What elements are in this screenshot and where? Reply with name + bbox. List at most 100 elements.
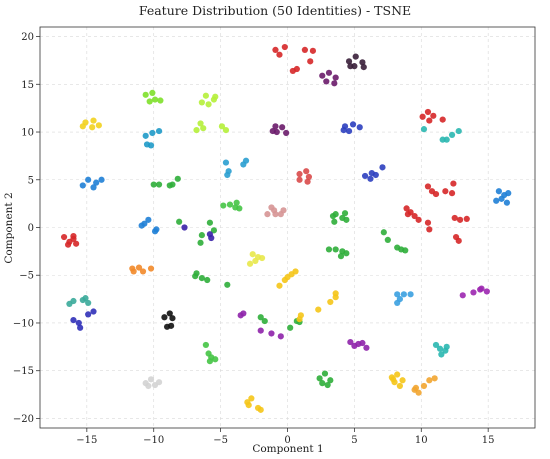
identity-cluster (325, 246, 350, 260)
scatter-point (73, 240, 80, 247)
scatter-point (359, 59, 366, 66)
point-layer (60, 43, 512, 413)
identity-cluster (380, 229, 409, 254)
y-tick-label: −5 (19, 271, 34, 282)
identity-cluster (361, 164, 386, 182)
scatter-point (372, 171, 379, 179)
scatter-point (198, 275, 205, 282)
scatter-point (483, 288, 490, 295)
scatter-point (257, 327, 264, 334)
scatter-point (224, 171, 231, 179)
scatter-point (258, 254, 266, 262)
scatter-point (240, 161, 247, 168)
scatter-point (303, 168, 310, 175)
scatter-point (82, 295, 89, 302)
scatter-point (415, 389, 422, 396)
scatter-point (412, 384, 420, 391)
scatter-point (394, 371, 401, 378)
identity-cluster (79, 117, 102, 131)
scatter-point (503, 199, 511, 206)
identity-cluster (347, 338, 370, 351)
scatter-point (390, 376, 397, 383)
scatter-point (426, 226, 433, 233)
scatter-point (206, 219, 214, 226)
scatter-point (316, 375, 323, 382)
scatter-point (432, 190, 440, 198)
scatter-point (218, 123, 226, 130)
scatter-point (233, 199, 240, 206)
y-tick-label: −10 (13, 318, 34, 329)
scatter-point (439, 116, 446, 123)
identity-cluster (493, 188, 512, 206)
scatter-point (166, 182, 173, 189)
scatter-point (198, 99, 205, 106)
scatter-point (79, 123, 86, 130)
scatter-point (327, 298, 334, 306)
identity-cluster (319, 69, 339, 87)
scatter-point (438, 351, 445, 358)
scatter-point (257, 406, 264, 413)
scatter-point (181, 224, 188, 231)
scatter-point (301, 46, 308, 54)
scatter-point (246, 260, 254, 267)
identity-cluster (296, 168, 313, 185)
scatter-point (169, 315, 176, 322)
scatter-point (402, 247, 409, 254)
identity-cluster (60, 232, 80, 248)
scatter-point (327, 377, 334, 384)
scatter-point (257, 314, 264, 321)
x-tick-label: 15 (482, 435, 495, 446)
scatter-point (394, 299, 401, 307)
scatter-point (85, 176, 92, 183)
scatter-point (404, 211, 412, 218)
scatter-point (407, 291, 414, 298)
scatter-point (319, 72, 326, 79)
scatter-point (93, 179, 100, 186)
y-tick-label: −15 (13, 366, 34, 377)
identity-cluster (420, 126, 462, 143)
scatter-point (210, 227, 218, 234)
tick-layer: −15 −10 −5 0 5 10 15 −20 −15 −10 −5 0 5 10 15 20 (13, 32, 495, 446)
scatter-point (174, 175, 181, 182)
scatter-point (363, 344, 370, 351)
scatter-point (443, 343, 450, 350)
identity-cluster (419, 108, 446, 124)
scatter-point (64, 241, 72, 248)
scatter-point (166, 310, 173, 317)
scatter-point (90, 308, 97, 315)
scatter-point (222, 159, 230, 166)
x-tick-label: 10 (415, 435, 428, 446)
scatter-point (399, 377, 406, 384)
scatter-point (443, 136, 450, 143)
scatter-point (168, 322, 175, 329)
scatter-point (341, 210, 349, 217)
x-axis-label: Component 1 (252, 443, 323, 455)
identity-cluster (220, 199, 243, 212)
identity-cluster (257, 314, 303, 331)
scatter-point (332, 246, 339, 253)
identity-cluster (432, 341, 450, 358)
scatter-point (142, 91, 149, 98)
scatter-point (276, 51, 283, 58)
y-tick-label: 5 (28, 175, 34, 186)
identity-cluster (340, 121, 363, 135)
scatter-point (347, 338, 354, 346)
scatter-point (60, 233, 68, 241)
scatter-point (424, 108, 432, 116)
identity-cluster (222, 157, 250, 179)
scatter-point (325, 246, 333, 253)
scatter-point (442, 188, 449, 195)
identity-cluster (246, 251, 266, 267)
scatter-point (450, 180, 457, 187)
scatter-point (321, 370, 329, 377)
scatter-point (411, 212, 418, 220)
identity-cluster (181, 224, 215, 242)
scatter-point (145, 216, 152, 223)
scatter-point (268, 204, 275, 211)
scatter-point (431, 375, 438, 382)
scatter-point (283, 129, 290, 137)
scatter-point (345, 58, 353, 65)
y-tick-label: 15 (21, 80, 34, 91)
identity-cluster (202, 341, 219, 365)
